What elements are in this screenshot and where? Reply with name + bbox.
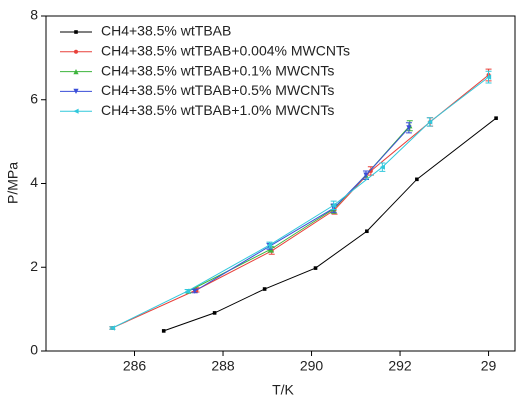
series-line xyxy=(194,127,410,292)
marker xyxy=(485,74,492,80)
x-tick-label: 288 xyxy=(211,358,235,374)
marker xyxy=(494,116,498,120)
legend-label: CH4+38.5% wtTBAB xyxy=(101,23,231,39)
marker xyxy=(427,119,433,125)
x-tick-label: 286 xyxy=(123,358,147,374)
marker xyxy=(379,164,385,170)
y-tick-label: 8 xyxy=(30,7,38,23)
marker xyxy=(161,329,166,333)
x-tick-label: 292 xyxy=(388,358,412,374)
x-axis-label: T/K xyxy=(272,382,294,398)
marker xyxy=(331,202,337,208)
series-line xyxy=(188,125,411,292)
legend-label: CH4+38.5% wtTBAB+1.0% MWCNTs xyxy=(101,102,334,118)
y-tick-label: 0 xyxy=(30,342,38,358)
legend-label: CH4+38.5% wtTBAB+0.004% MWCNTs xyxy=(101,43,350,59)
marker xyxy=(73,108,79,114)
y-tick-label: 2 xyxy=(30,258,38,274)
marker xyxy=(192,288,198,294)
marker xyxy=(406,125,412,131)
y-axis-label: P/MPa xyxy=(5,162,21,204)
marker xyxy=(363,172,369,178)
marker xyxy=(74,49,78,54)
marker xyxy=(313,266,318,270)
legend-label: CH4+38.5% wtTBAB+0.1% MWCNTs xyxy=(101,62,334,78)
marker xyxy=(109,325,115,331)
marker xyxy=(415,177,419,182)
marker xyxy=(266,242,273,248)
marker xyxy=(74,30,78,34)
marker xyxy=(73,69,79,75)
y-tick-label: 4 xyxy=(30,174,38,190)
legend-label: CH4+38.5% wtTBAB+0.5% MWCNTs xyxy=(101,82,334,98)
marker xyxy=(262,287,267,291)
marker xyxy=(368,168,373,173)
y-tick-label: 6 xyxy=(30,90,38,106)
x-tick-label: 29 xyxy=(481,358,497,374)
series-line xyxy=(163,117,497,332)
x-tick-label: 290 xyxy=(300,358,324,374)
marker xyxy=(365,229,369,234)
marker xyxy=(185,288,191,294)
marker xyxy=(212,311,217,315)
marker xyxy=(73,88,79,94)
